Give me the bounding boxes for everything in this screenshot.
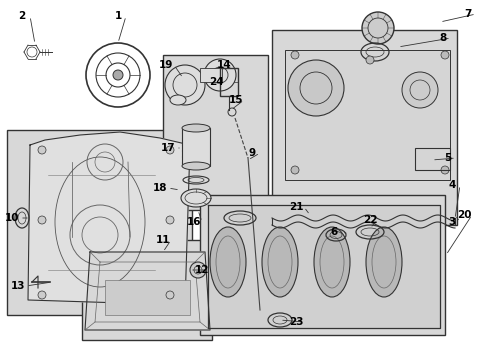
Text: 3: 3 [448, 217, 456, 227]
Circle shape [165, 65, 205, 105]
Circle shape [166, 146, 174, 154]
Text: 6: 6 [330, 227, 338, 237]
Bar [163, 55, 268, 210]
Circle shape [113, 70, 123, 80]
Circle shape [166, 216, 174, 224]
Circle shape [190, 262, 206, 278]
Circle shape [291, 51, 299, 59]
Text: 11: 11 [156, 235, 170, 245]
Bar [200, 68, 222, 82]
Bar [7, 130, 192, 315]
Text: 8: 8 [440, 33, 446, 43]
Text: 24: 24 [209, 77, 223, 87]
Ellipse shape [366, 227, 402, 297]
Text: 7: 7 [465, 9, 472, 19]
Ellipse shape [262, 227, 298, 297]
Text: 4: 4 [448, 180, 456, 190]
Ellipse shape [170, 95, 186, 105]
Text: 22: 22 [363, 215, 377, 225]
Ellipse shape [181, 189, 211, 207]
Bar [220, 68, 238, 96]
Circle shape [204, 59, 236, 91]
Ellipse shape [182, 162, 210, 170]
Circle shape [441, 166, 449, 174]
Text: 20: 20 [457, 210, 471, 220]
Text: 16: 16 [187, 217, 201, 227]
Text: 19: 19 [159, 60, 173, 70]
Text: 21: 21 [289, 202, 303, 212]
Circle shape [441, 51, 449, 59]
Circle shape [291, 166, 299, 174]
Text: 5: 5 [444, 153, 452, 163]
Bar [415, 148, 450, 170]
Ellipse shape [210, 227, 246, 297]
Bar [200, 195, 445, 335]
Polygon shape [208, 205, 440, 328]
Circle shape [288, 60, 344, 116]
Circle shape [362, 12, 394, 44]
Text: 12: 12 [195, 265, 209, 275]
Circle shape [302, 72, 338, 108]
Text: 13: 13 [11, 281, 25, 291]
Bar [82, 240, 212, 340]
Circle shape [38, 291, 46, 299]
Text: 18: 18 [153, 183, 167, 193]
Ellipse shape [182, 124, 210, 132]
Polygon shape [85, 252, 210, 330]
Circle shape [38, 146, 46, 154]
Polygon shape [28, 132, 190, 305]
Text: 2: 2 [19, 11, 25, 21]
Circle shape [38, 216, 46, 224]
Text: 10: 10 [5, 213, 19, 223]
Bar [272, 30, 457, 225]
Bar [105, 280, 190, 315]
Text: 1: 1 [114, 11, 122, 21]
Text: 14: 14 [217, 60, 231, 70]
Bar [285, 50, 450, 180]
Ellipse shape [314, 227, 350, 297]
Text: 17: 17 [161, 143, 175, 153]
Text: 23: 23 [289, 317, 303, 327]
Circle shape [166, 291, 174, 299]
Text: 9: 9 [248, 148, 256, 158]
Circle shape [366, 56, 374, 64]
Bar [182, 128, 210, 166]
Circle shape [402, 72, 438, 108]
Text: 15: 15 [229, 95, 243, 105]
